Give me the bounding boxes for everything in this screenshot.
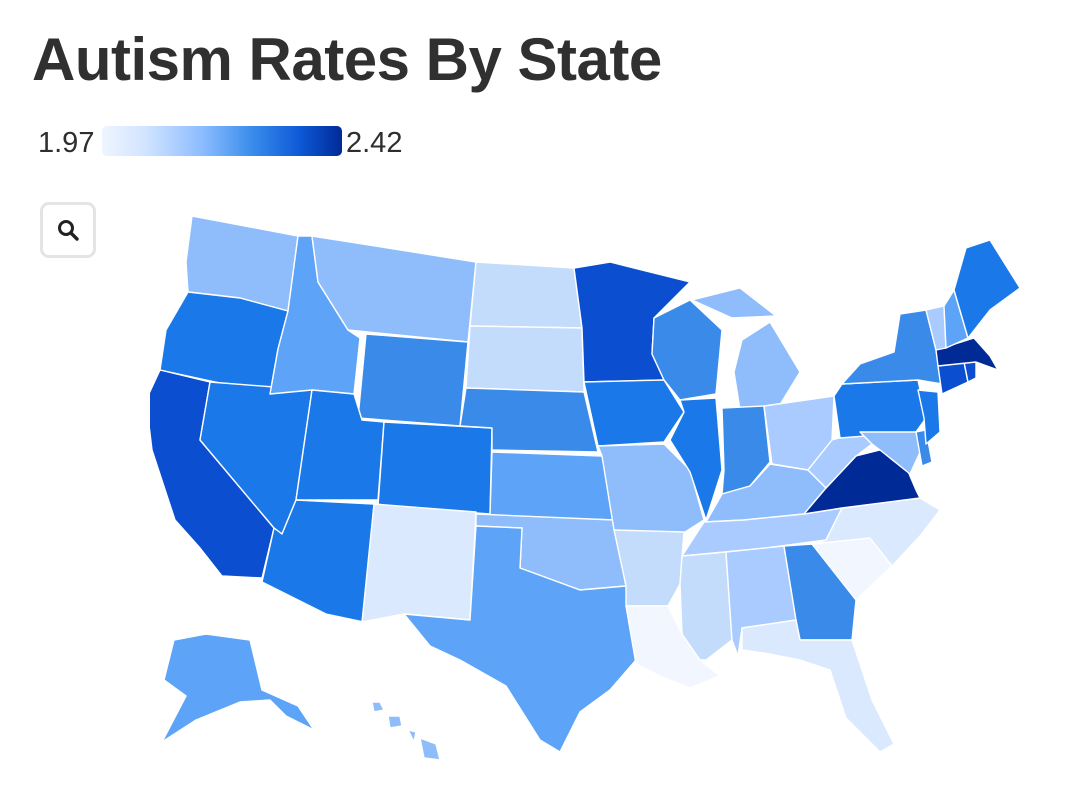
- state-ak[interactable]: [161, 633, 315, 743]
- state-mo[interactable]: [597, 443, 705, 535]
- state-ct[interactable]: [937, 361, 969, 395]
- state-nj[interactable]: [917, 389, 941, 445]
- state-sd[interactable]: [465, 325, 585, 393]
- color-legend: 1.97 2.42: [38, 124, 458, 160]
- legend-min-label: 1.97: [38, 127, 95, 159]
- page-title: Autism Rates By State: [32, 26, 662, 93]
- state-hi[interactable]: [371, 701, 441, 761]
- state-wi[interactable]: [651, 299, 723, 401]
- state-co[interactable]: [377, 421, 493, 515]
- state-mt[interactable]: [311, 235, 477, 343]
- legend-max-label: 2.42: [346, 127, 403, 159]
- search-icon: [58, 220, 79, 241]
- state-pa[interactable]: [833, 379, 927, 439]
- state-ne[interactable]: [459, 387, 599, 453]
- state-wy[interactable]: [357, 333, 469, 427]
- state-il[interactable]: [669, 397, 723, 521]
- legend-gradient-bar: [102, 126, 342, 156]
- state-nm[interactable]: [361, 503, 477, 623]
- zoom-button[interactable]: [40, 202, 96, 258]
- state-nd[interactable]: [469, 261, 583, 329]
- state-ks[interactable]: [489, 451, 615, 521]
- state-la[interactable]: [625, 605, 721, 689]
- state-ia[interactable]: [583, 379, 685, 447]
- state-ny[interactable]: [841, 309, 943, 385]
- state-fl[interactable]: [741, 619, 895, 753]
- state-tx[interactable]: [403, 525, 637, 753]
- state-de[interactable]: [915, 429, 933, 467]
- state-me[interactable]: [953, 239, 1020, 339]
- us-choropleth-map: [150, 215, 1020, 761]
